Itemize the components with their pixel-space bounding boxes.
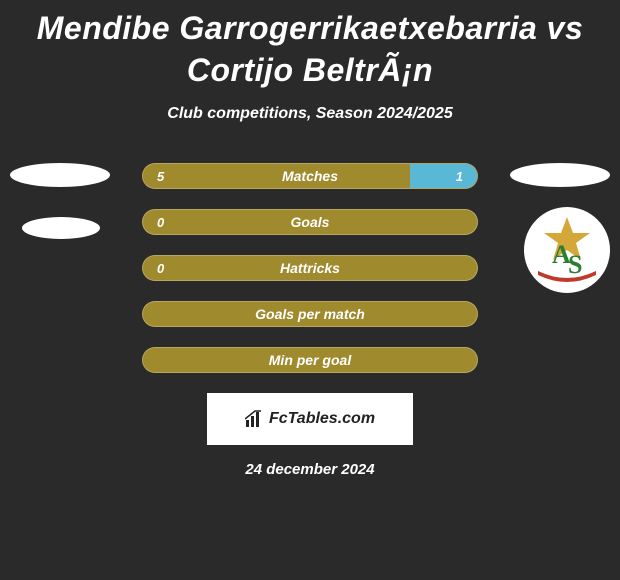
bar-label: Min per goal (143, 352, 477, 368)
comparison-content: A S 5 Matches 1 0 Goals 0 Hattricks Goa (0, 163, 620, 478)
team-shield-icon: A S (532, 215, 602, 285)
player2-team-logo: A S (524, 207, 610, 293)
brand-footer[interactable]: FcTables.com (207, 393, 413, 445)
svg-text:S: S (568, 250, 582, 279)
brand-text: FcTables.com (269, 410, 375, 428)
player1-team-avatar (22, 217, 100, 239)
bar-row-matches: 5 Matches 1 (142, 163, 478, 189)
vs-text: vs (547, 10, 584, 46)
player1-name: Mendibe Garrogerrikaetxebarria (37, 10, 538, 46)
bar-row-goals: 0 Goals (142, 209, 478, 235)
bar-chart-icon (245, 410, 263, 428)
subtitle: Club competitions, Season 2024/2025 (0, 105, 620, 123)
bar-label: Matches (143, 168, 477, 184)
bar-label: Hattricks (143, 260, 477, 276)
player1-avatar (10, 163, 110, 187)
bar-label: Goals (143, 214, 477, 230)
player2-avatar (510, 163, 610, 187)
bar-row-goals-per-match: Goals per match (142, 301, 478, 327)
comparison-bars: 5 Matches 1 0 Goals 0 Hattricks Goals pe… (142, 163, 478, 373)
page-title: Mendibe Garrogerrikaetxebarria vs Cortij… (0, 0, 620, 91)
player2-name: Cortijo BeltrÃ¡n (187, 52, 433, 88)
bar-right-value: 1 (456, 169, 463, 184)
bar-label: Goals per match (143, 306, 477, 322)
bar-row-hattricks: 0 Hattricks (142, 255, 478, 281)
bar-row-min-per-goal: Min per goal (142, 347, 478, 373)
date-text: 24 december 2024 (0, 461, 620, 478)
